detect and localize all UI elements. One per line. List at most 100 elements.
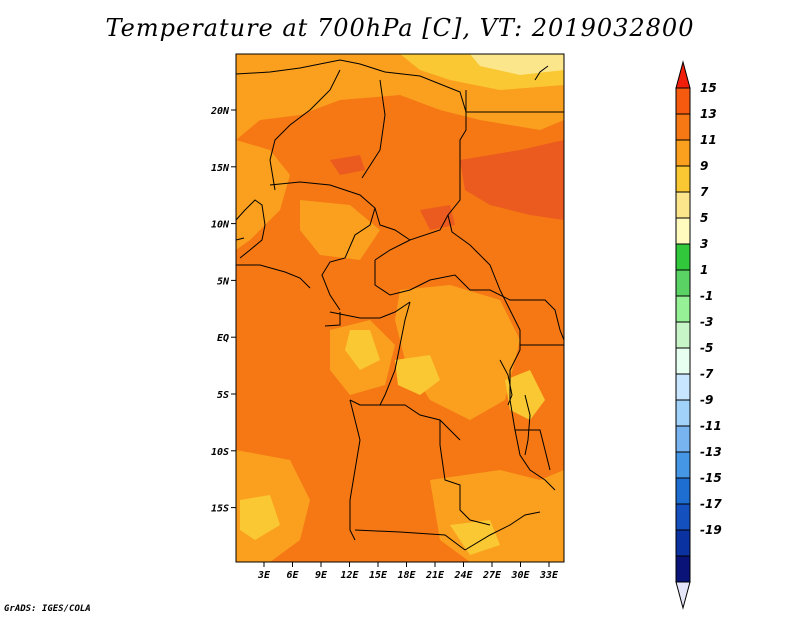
colorbar-swatch	[675, 399, 691, 427]
colorbar-label: 11	[700, 133, 717, 147]
lon-tick-label: 33E	[539, 570, 559, 581]
colorbar-bottom-arrow	[675, 581, 691, 610]
field-region-hot-c	[330, 155, 365, 175]
colorbar-label: -15	[700, 471, 722, 485]
colorbar-label: -3	[700, 315, 713, 329]
lat-tick-label: 10N	[211, 220, 230, 231]
lon-tick-label: 3E	[257, 570, 271, 581]
latitude-axis: 20N 15N 10N 5N EQ 5S 10S 15S	[210, 106, 236, 515]
field-region-west-coast	[236, 268, 320, 365]
lon-tick-label: 30E	[510, 570, 530, 581]
border-line	[374, 260, 530, 301]
colorbar-label: 1	[700, 263, 708, 277]
colorbar-label: 13	[700, 107, 717, 121]
colorbar-swatch	[675, 295, 691, 323]
field-region-pale-northeast	[470, 54, 564, 75]
lat-tick-label: 20N	[210, 106, 230, 117]
field-region-yellow-e	[240, 495, 280, 540]
lon-tick-label: 27E	[482, 570, 502, 581]
colorbar-label: 15	[700, 81, 717, 95]
border-line	[236, 264, 311, 289]
colorbar-swatch	[675, 373, 691, 401]
colorbar-label: 9	[700, 159, 708, 173]
field-region-yellow-d	[450, 520, 500, 555]
border-line	[515, 429, 551, 471]
colorbar-swatch	[675, 269, 691, 297]
colorbar-swatch	[675, 503, 691, 531]
color-bar: 15 13 11 9 7 5 3 1 -1 -3 -5 -7 -9 -11 -13 -15 -17 -19	[675, 60, 722, 610]
border-line	[236, 199, 266, 259]
longitude-axis: 3E 6E 9E 12E 15E 18E 21E 24E 27E 30E 33E	[257, 562, 559, 581]
field-region-yellow-a	[345, 330, 380, 370]
colorbar-label: -17	[700, 497, 722, 511]
border-line	[380, 404, 461, 441]
border-line	[349, 301, 411, 406]
lat-tick-label: EQ	[217, 333, 229, 344]
field-region-yellow-b	[395, 355, 440, 395]
colorbar-swatch	[675, 321, 691, 349]
lat-tick-label: 15N	[211, 163, 230, 174]
border-line	[236, 237, 245, 241]
lon-tick-label: 21E	[425, 570, 445, 581]
border-line	[349, 399, 361, 541]
lat-tick-label: 15S	[211, 504, 229, 515]
colorbar-label: -7	[700, 367, 714, 381]
field-region-west-north	[236, 140, 290, 250]
map-frame	[235, 53, 565, 563]
colorbar-swatch	[675, 113, 691, 141]
border-line	[439, 420, 491, 526]
border-line	[361, 79, 386, 179]
colorbar-label: 7	[700, 185, 709, 199]
colorbar-swatch	[675, 165, 691, 193]
border-line	[324, 312, 341, 327]
border-line	[269, 69, 341, 191]
lat-tick-label: 5S	[217, 390, 229, 401]
border-line	[269, 181, 376, 311]
map-title: Temperature at 700hPa [C], VT: 201903280…	[105, 14, 695, 42]
colorbar-swatch	[675, 139, 691, 167]
colorbar-label: -9	[700, 393, 713, 407]
border-line	[374, 239, 411, 261]
field-region-hot-east	[460, 140, 564, 220]
colorbar-label: -19	[700, 523, 722, 537]
colorbar-label: 5	[700, 211, 708, 225]
lon-tick-label: 15E	[369, 570, 388, 581]
colorbar-swatch	[675, 87, 691, 115]
border-line	[354, 529, 466, 551]
colorbar-swatch	[675, 243, 691, 271]
colorbar-swatch	[675, 477, 691, 505]
colorbar-swatch	[675, 347, 691, 375]
colorbar-top-arrow	[675, 60, 691, 89]
colorbar-swatch	[675, 529, 691, 557]
colorbar-swatch	[675, 451, 691, 479]
border-line	[465, 90, 564, 113]
border-line	[524, 394, 531, 456]
field-region-hot-b	[420, 205, 455, 230]
colorbar-label: -1	[700, 289, 713, 303]
border-line	[464, 511, 541, 551]
colorbar-label: -5	[700, 341, 713, 355]
border-line	[534, 65, 549, 81]
lon-tick-label: 12E	[340, 570, 359, 581]
lon-tick-label: 18E	[397, 570, 416, 581]
field-region-central-b	[300, 200, 380, 260]
border-line	[374, 207, 449, 241]
country-borders	[236, 59, 564, 551]
lat-tick-label: 5N	[217, 276, 230, 287]
colorbar-label: -13	[700, 445, 722, 459]
lat-tick-label: 10S	[211, 447, 229, 458]
border-line	[530, 299, 564, 341]
grads-credit: GrADS: IGES/COLA	[4, 604, 91, 614]
colorbar-swatch	[675, 425, 691, 453]
lon-tick-label: 24E	[453, 570, 473, 581]
border-line	[329, 301, 411, 319]
colorbar-swatch	[675, 555, 691, 583]
colorbar-label: -11	[700, 419, 722, 433]
colorbar-label: 3	[700, 237, 708, 251]
lon-tick-label: 9E	[315, 570, 328, 581]
lon-tick-label: 6E	[286, 570, 299, 581]
colorbar-swatch	[675, 191, 691, 219]
colorbar-swatch	[675, 217, 691, 245]
border-line	[499, 359, 513, 406]
